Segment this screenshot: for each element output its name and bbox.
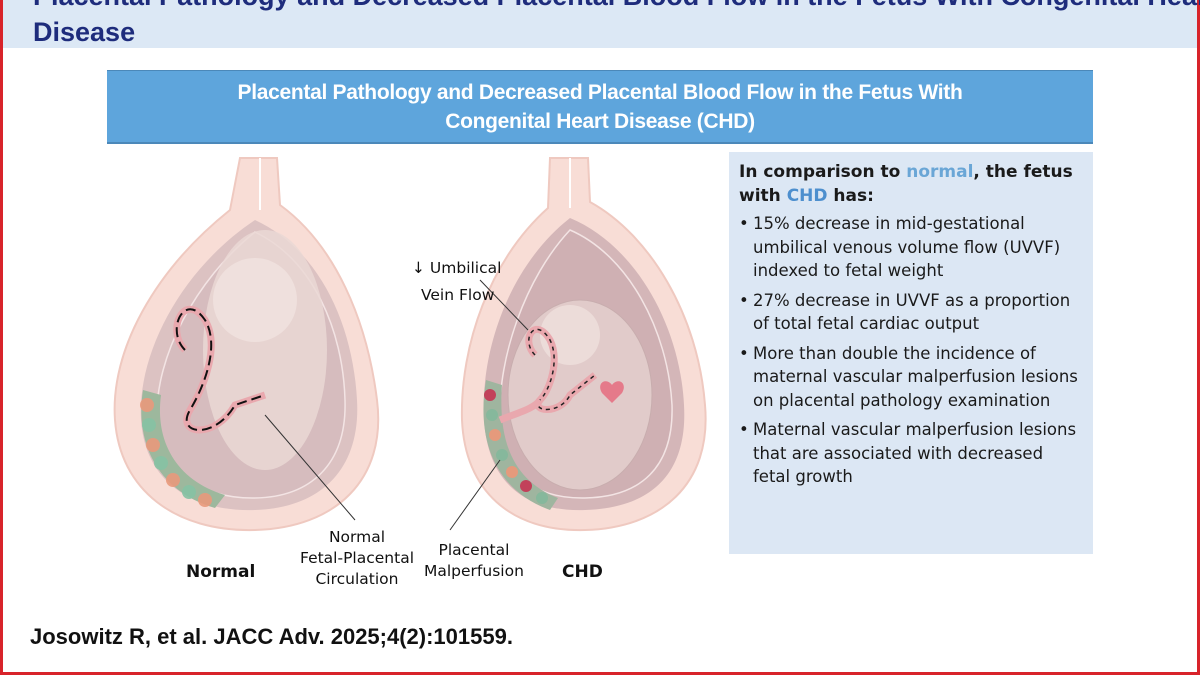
finding-item: 15% decrease in mid-gestational umbilica…	[739, 212, 1085, 283]
header-title-line1: Placental Pathology and Decreased Placen…	[33, 0, 1200, 14]
finding-item: Maternal vascular malperfusion lesions t…	[739, 418, 1085, 489]
placental-malperfusion-callout: Placental Malperfusion	[424, 540, 524, 582]
lead-text: In comparison to	[739, 162, 907, 182]
callout-line: Malperfusion	[424, 562, 524, 580]
callout-line: Vein Flow	[421, 286, 495, 304]
fetal-heart-icon	[600, 381, 624, 403]
callout-line: Placental	[438, 541, 510, 559]
finding-item: 27% decrease in UVVF as a proportion of …	[739, 289, 1085, 336]
normal-caption: Normal	[186, 562, 256, 582]
normal-circulation-callout: Normal Fetal-Placental Circulation	[300, 527, 414, 590]
finding-item: More than double the incidence of matern…	[739, 342, 1085, 413]
banner-line1: Placental Pathology and Decreased Placen…	[237, 80, 963, 104]
chd-uterus-illustration	[449, 157, 707, 532]
callout-line: Normal	[328, 528, 386, 546]
lead-text: , the fetus with	[739, 162, 1073, 206]
header-title: Placental Pathology and Decreased Placen…	[33, 0, 1200, 50]
placenta-malperfusion-tissue	[484, 389, 548, 504]
findings-box: In comparison to normal, the fetus with …	[729, 152, 1093, 554]
header-title-line2: Disease	[33, 17, 136, 47]
umbilical-vein-flow-label: ↓ Umbilical Vein Flow	[412, 258, 501, 306]
placenta-tissue	[140, 398, 212, 507]
chd-caption: CHD	[562, 562, 603, 582]
lead-highlight-chd: CHD	[786, 186, 828, 206]
callout-line: Fetal-Placental	[300, 549, 414, 567]
central-illustration-header: Placental Pathology and Decreased Placen…	[3, 0, 1200, 50]
findings-lead: In comparison to normal, the fetus with …	[739, 160, 1085, 208]
callout-line: Circulation	[315, 570, 399, 588]
citation: Josowitz R, et al. JACC Adv. 2025;4(2):1…	[30, 624, 513, 649]
normal-uterus-illustration	[113, 157, 380, 532]
banner-line2: Congenital Heart Disease (CHD)	[445, 109, 755, 133]
lead-text: has:	[827, 186, 874, 206]
lead-highlight-normal: normal	[906, 162, 974, 182]
callout-line: ↓ Umbilical	[412, 259, 502, 277]
figure-title-banner: Placental Pathology and Decreased Placen…	[107, 70, 1093, 144]
findings-list: 15% decrease in mid-gestational umbilica…	[739, 212, 1085, 489]
